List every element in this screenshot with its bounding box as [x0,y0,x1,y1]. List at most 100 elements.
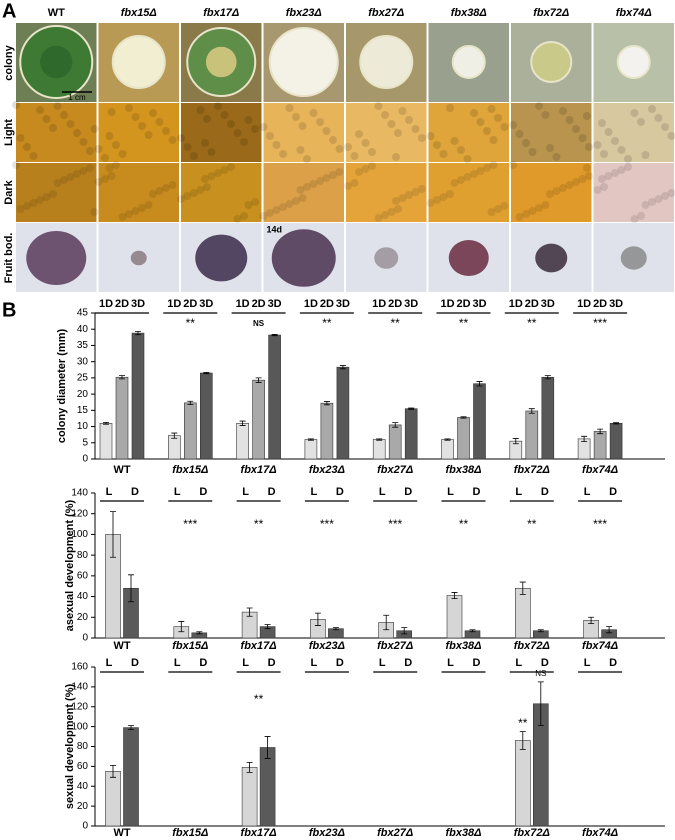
texture [23,202,31,210]
series-header: 1D [99,298,113,310]
texture [329,136,337,144]
texture [322,174,331,182]
texture [509,161,517,169]
texture [201,175,209,183]
texture [598,119,606,127]
texture [279,203,287,211]
y-tick-label: 20 [77,801,89,812]
texture [90,125,99,133]
y-axis-title: sexual development (%) [64,684,76,810]
texture [49,190,57,198]
texture [600,150,608,158]
photo [181,163,262,222]
texture [578,134,587,142]
series-header: L [584,486,591,498]
texture [368,148,376,156]
x-tick-label: fbx23Δ [309,827,345,839]
texture [368,162,376,170]
series-header: L [242,657,249,669]
texture [661,192,669,200]
texture [394,205,402,213]
texture [450,179,459,187]
bar [252,379,265,460]
series-header: L [515,486,522,498]
texture [60,111,68,119]
texture [190,189,198,197]
texture [585,143,593,151]
y-tick-label: 40 [77,781,89,792]
bar [541,376,555,460]
x-tick-label: fbx27Δ [377,640,413,652]
error-bar [332,627,339,631]
x-tick-label: fbx74Δ [582,827,618,839]
series-header: L [311,486,318,498]
texture [611,169,619,177]
error-bar [239,420,246,426]
texture [16,134,25,142]
texture [168,136,177,144]
error-bar [178,621,185,633]
texture [214,169,222,177]
texture [42,193,51,201]
series-header: 1D [372,298,386,310]
texture [303,155,311,163]
error-bar [110,511,116,558]
y-tick-label: 0 [82,454,88,465]
texture [387,120,396,128]
significance: ** [527,517,537,531]
texture [177,134,185,142]
texture [463,155,472,163]
bar [123,727,139,827]
texture [394,129,402,137]
texture [125,210,133,218]
error-bar [528,408,535,414]
series-header: 1D [236,298,250,310]
x-tick-label: fbx38Δ [445,464,481,476]
texture [220,166,229,174]
error-bar [537,681,544,727]
series-header: L [584,657,591,669]
texture [279,150,287,158]
texture [457,176,465,184]
series-header: 1D [304,298,318,310]
error-bar [392,422,399,428]
texture [272,206,281,214]
series-header: D [609,486,617,498]
photo [593,103,674,162]
series-header: D [131,486,139,498]
series-header: L [174,657,181,669]
y-tick-label: 120 [71,508,88,519]
texture [266,209,274,217]
texture [162,184,170,192]
texture [489,161,498,169]
texture [470,109,478,117]
texture [593,141,602,149]
bar [320,402,334,460]
error-bar [339,365,346,370]
x-tick-label: fbx15Δ [172,464,208,476]
series-header: D [199,486,207,498]
y-tick-label: 60 [77,761,89,772]
texture [487,208,496,216]
texture [637,118,645,126]
texture [244,201,253,209]
texture [405,191,413,199]
texture [494,205,502,213]
series-header: 3D [199,298,213,310]
error-bar [255,377,262,383]
texture [162,127,170,135]
texture [374,102,383,110]
texture [233,129,242,137]
series-header: 1D [440,298,454,310]
significance: ** [186,316,196,330]
row-label: Fruit bod. [3,233,15,284]
bar [268,334,281,460]
texture [500,123,509,131]
texture [259,212,268,220]
series-header: L [379,657,386,669]
x-tick-label: fbx72Δ [514,464,550,476]
series-header: D [609,657,617,669]
error-bar [469,629,476,633]
photo [16,103,97,162]
bar [184,402,197,460]
